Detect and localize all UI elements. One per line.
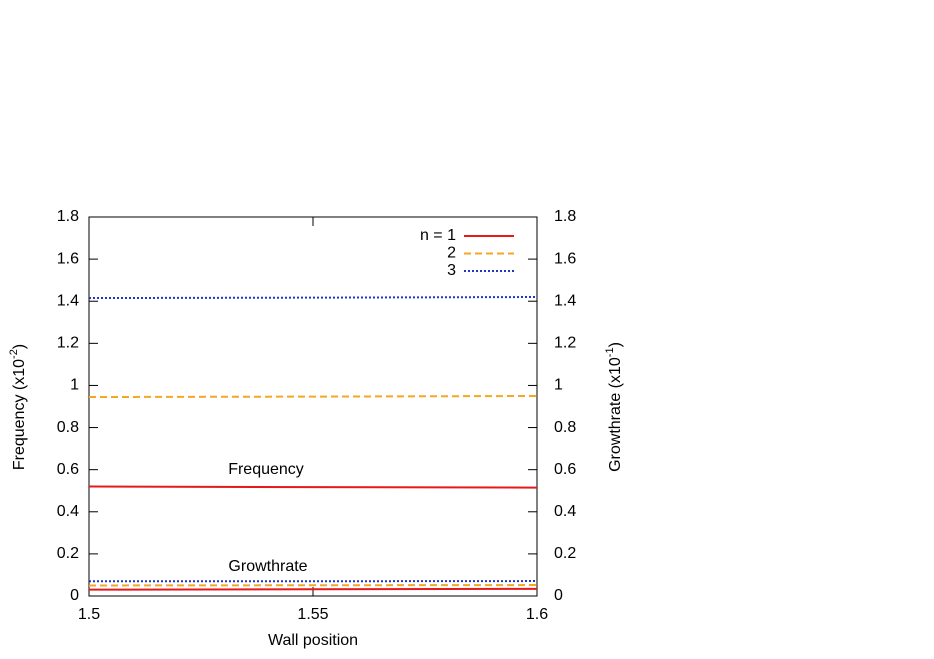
y-label-text: Frequency (x10	[11, 359, 28, 470]
legend-label: 2	[447, 245, 456, 262]
y-tick-label: 1.2	[57, 335, 79, 352]
y-tick-label: 0.6	[57, 461, 79, 478]
y2-tick-label: 0.8	[554, 419, 576, 436]
y-tick-label: 0	[70, 587, 79, 604]
legend-label: 1	[447, 227, 456, 244]
y2-tick-label: 1.2	[554, 335, 576, 352]
y-tick-label: 1	[70, 377, 79, 394]
y2-tick-label: 1.8	[554, 208, 576, 225]
y-tick-label: 1.4	[57, 292, 79, 309]
x-axis-label: Wall position	[268, 632, 358, 649]
legend-label: n = 1	[420, 227, 456, 244]
y2-tick-label: 0.2	[554, 545, 576, 562]
y2-label-text: Growthrate (x10	[607, 357, 624, 472]
plot-frame	[89, 217, 537, 596]
legend-title: n =	[420, 227, 447, 244]
y2-label-tail: )	[607, 342, 624, 347]
y-tick-label: 0.4	[57, 503, 79, 520]
y2-label-sup: -1	[604, 347, 616, 357]
y2-tick-label: 0	[554, 587, 563, 604]
y2-tick-label: 0.4	[554, 503, 576, 520]
series-line	[89, 487, 537, 488]
y-axis-label: Frequency (x10-2)	[8, 344, 28, 470]
y-label-sup: -2	[8, 349, 20, 359]
x-tick-label: 1.5	[78, 606, 100, 623]
series-line	[89, 297, 537, 298]
y2-tick-label: 1	[554, 377, 563, 394]
y-tick-label: 0.8	[57, 419, 79, 436]
annotation: Growthrate	[228, 558, 307, 575]
x-tick-label: 1.55	[297, 606, 328, 623]
y-tick-label: 1.6	[57, 250, 79, 267]
y2-tick-label: 1.6	[554, 250, 576, 267]
annotation: Frequency	[228, 461, 304, 478]
y2-tick-label: 1.4	[554, 292, 576, 309]
series-line	[89, 396, 537, 397]
y2-axis-label: Growthrate (x10-1)	[604, 342, 624, 472]
series-line	[89, 589, 537, 590]
legend-label: 3	[447, 262, 456, 279]
y-tick-label: 0.2	[57, 545, 79, 562]
y-label-tail: )	[11, 344, 28, 349]
y-tick-label: 1.8	[57, 208, 79, 225]
y2-tick-label: 0.6	[554, 461, 576, 478]
x-tick-label: 1.6	[526, 606, 548, 623]
